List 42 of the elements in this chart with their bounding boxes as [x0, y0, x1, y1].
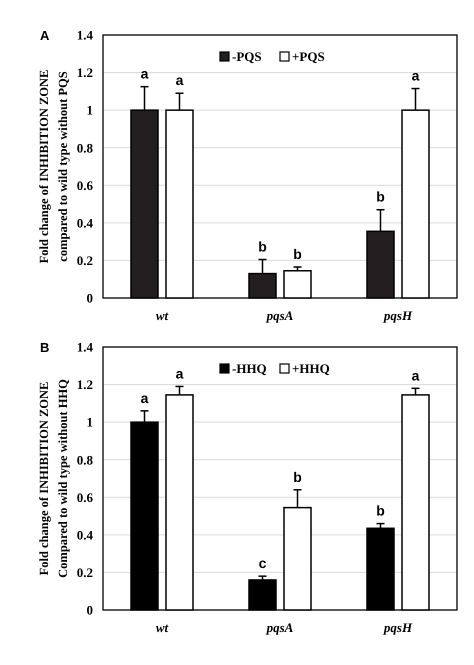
- x-tick-label: pqsA: [266, 308, 294, 323]
- annotation: a: [412, 367, 420, 384]
- y-tick-label: 0.6: [76, 178, 94, 193]
- annotation: b: [293, 246, 302, 262]
- y-tick-label: 1.2: [76, 377, 93, 392]
- y-tick-label: 0.2: [76, 564, 93, 580]
- y-tick-label: 1.2: [76, 65, 93, 80]
- y-tick-label: 0.8: [76, 140, 94, 156]
- annotation: b: [258, 238, 267, 254]
- x-tick-label: pqsH: [382, 308, 413, 323]
- legend-label: -HHQ: [232, 361, 267, 376]
- legend-label: +PQS: [292, 49, 325, 64]
- annotation: b: [376, 188, 385, 205]
- y-tick-label: 0.2: [76, 252, 93, 268]
- chart-title: A: [40, 28, 50, 43]
- x-tick-label: wt: [156, 620, 169, 635]
- y-tick-label: 0.4: [76, 215, 94, 230]
- y-tick-label: 1: [86, 102, 93, 118]
- y-tick-label: 1.4: [76, 28, 94, 43]
- legend-label: -PQS: [232, 49, 262, 64]
- y-tick-label: 1.4: [76, 340, 94, 355]
- annotation: a: [140, 66, 149, 82]
- annotation: c: [258, 555, 267, 572]
- legend-label: +HHQ: [292, 361, 330, 376]
- annotation: a: [140, 390, 149, 406]
- y-tick-label: 0.8: [76, 452, 94, 468]
- annotation: a: [412, 68, 420, 84]
- y-tick-label: 0.6: [76, 490, 94, 505]
- y-tick-label: 0: [86, 602, 93, 618]
- annotation: b: [376, 502, 385, 519]
- y-axis-title: Fold change of INHIBITION ZONE compared to wild type without PQS: [37, 70, 70, 264]
- x-tick-label: pqsH: [382, 620, 413, 635]
- x-tick-label: pqsA: [266, 620, 294, 635]
- y-tick-label: 0: [86, 290, 93, 306]
- y-axis-title: Fold change of INHIBITION ZONE Compared to wild type without HHQ: [37, 378, 70, 578]
- annotation: b: [293, 468, 302, 485]
- y-tick-label: 1: [86, 414, 93, 430]
- annotation: a: [176, 72, 184, 88]
- x-tick-label: wt: [156, 308, 169, 323]
- chart-title: B: [40, 340, 50, 355]
- y-tick-label: 0.4: [76, 527, 94, 542]
- annotation: a: [176, 365, 184, 382]
